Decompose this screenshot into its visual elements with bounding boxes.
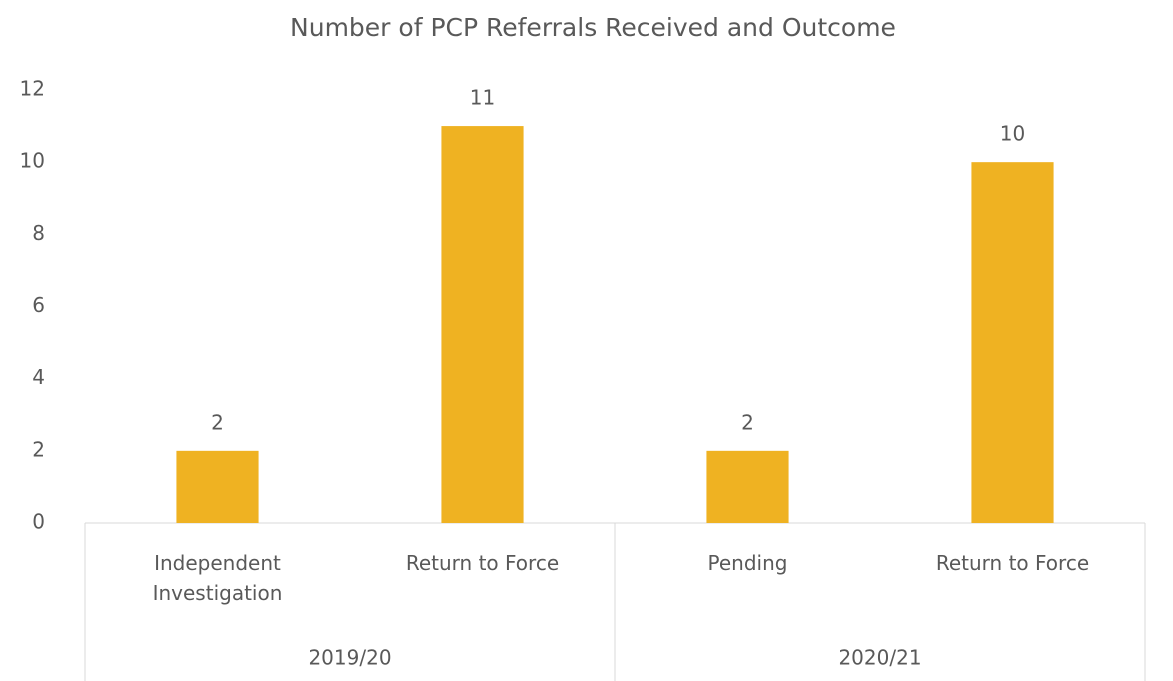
bar (176, 450, 259, 523)
group-label: 2020/21 (838, 646, 921, 670)
y-tick-label: 12 (20, 77, 45, 101)
data-label: 11 (470, 86, 495, 110)
bar (706, 450, 789, 523)
bar (971, 162, 1054, 523)
y-tick-label: 0 (32, 510, 45, 534)
data-label: 2 (741, 410, 754, 434)
x-tick-label: Independent Investigation (152, 551, 283, 605)
x-tick-label: Return to Force (405, 551, 560, 575)
y-tick-label: 4 (32, 365, 45, 389)
y-tick-label: 2 (32, 437, 45, 461)
group-label: 2019/20 (308, 646, 391, 670)
chart-title: Number of PCP Referrals Received and Out… (290, 13, 896, 42)
x-tick-label: Pending (707, 551, 788, 575)
bar (441, 126, 524, 523)
data-label: 2 (211, 410, 224, 434)
y-tick-label: 6 (32, 293, 45, 317)
data-label: 10 (1000, 122, 1025, 146)
y-tick-label: 8 (32, 221, 45, 245)
y-tick-label: 10 (20, 149, 45, 173)
x-tick-label: Return to Force (935, 551, 1090, 575)
